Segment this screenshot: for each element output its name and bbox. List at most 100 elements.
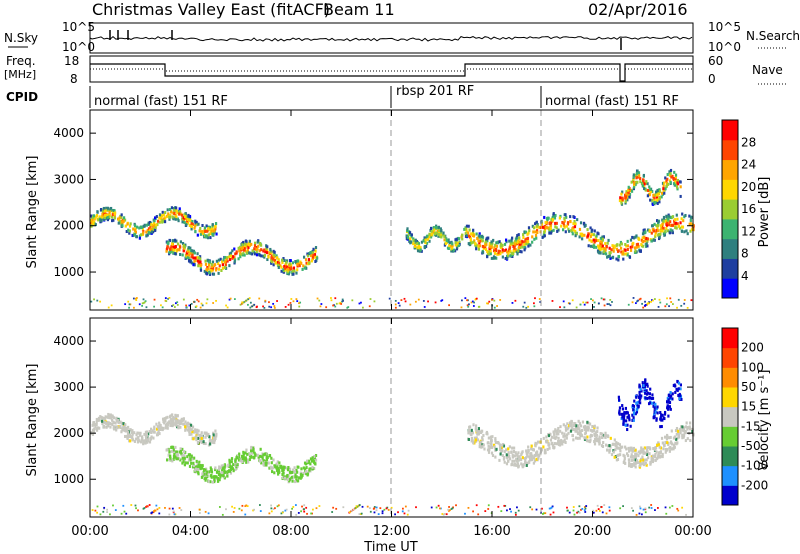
velocity-cell xyxy=(680,397,683,401)
power-cell xyxy=(290,267,293,271)
velocity-cell xyxy=(675,426,679,430)
velocity-cell xyxy=(675,432,678,436)
velocity-cell xyxy=(644,396,647,400)
velocity-cell xyxy=(490,451,494,455)
velocity-cell xyxy=(632,418,635,422)
power-noise-cell xyxy=(539,301,542,303)
power-cell xyxy=(192,256,195,260)
power-noise-cell xyxy=(268,305,271,308)
power-cell xyxy=(671,174,674,178)
power-cell xyxy=(562,222,565,226)
power-cell xyxy=(451,246,454,250)
velocity-noise-cell xyxy=(566,506,568,509)
velocity-cell xyxy=(186,428,190,432)
velocity-cell xyxy=(586,426,589,430)
power-cell xyxy=(146,229,149,233)
power-noise-cell xyxy=(330,299,333,302)
velocity-noise-cell xyxy=(552,511,555,514)
velocity-cell xyxy=(176,457,179,461)
velocity-cell xyxy=(634,458,637,462)
power-noise-cell xyxy=(335,302,338,305)
power-cell xyxy=(176,248,179,252)
power-cell xyxy=(499,252,502,256)
velocity-noise-cell xyxy=(394,513,396,516)
power-cell xyxy=(591,228,594,232)
velocity-cell xyxy=(622,418,625,422)
power-cell xyxy=(645,238,648,242)
power-noise-cell xyxy=(600,297,603,300)
velocity-cell xyxy=(646,396,649,400)
velocity-cell xyxy=(579,432,582,436)
velocity-cell xyxy=(128,434,131,438)
power-cell xyxy=(597,244,600,248)
power-noise-cell xyxy=(493,306,496,309)
velocity-cell xyxy=(589,433,593,437)
power-cell xyxy=(474,242,477,246)
velocity-cell xyxy=(642,384,645,388)
power-cell xyxy=(173,211,176,215)
velocity-cell xyxy=(632,408,635,412)
velocity-noise-cell xyxy=(583,509,586,512)
power-cell xyxy=(548,227,551,231)
power-cell xyxy=(689,219,692,223)
power-cell xyxy=(233,256,236,260)
velocity-cell xyxy=(511,455,514,459)
power-cell xyxy=(425,241,429,245)
velocity-cell xyxy=(523,460,527,464)
velocity-noise-cell xyxy=(120,512,123,515)
power-cell xyxy=(680,229,683,233)
velocity-cell xyxy=(488,447,491,451)
power-cell xyxy=(213,228,216,232)
velocity-cell xyxy=(635,452,638,456)
power-cell xyxy=(501,248,504,252)
power-cell xyxy=(210,262,213,266)
velocity-cell xyxy=(189,457,192,461)
velocity-cell xyxy=(163,417,166,421)
power-noise-cell xyxy=(339,301,342,304)
power-cell xyxy=(179,240,182,244)
power-cell xyxy=(228,264,231,268)
power-cell xyxy=(689,215,693,219)
power-cell xyxy=(197,256,201,260)
velocity-cell xyxy=(214,429,217,433)
time-tick-label: 00:00 xyxy=(71,524,108,539)
velocity-cell xyxy=(622,460,625,464)
velocity-cell xyxy=(679,393,682,397)
power-cell xyxy=(606,255,609,259)
power-noise-cell xyxy=(182,298,185,301)
velocity-cell xyxy=(177,426,180,430)
power-cell xyxy=(111,215,114,219)
velocity-cell xyxy=(97,418,100,422)
power-noise-cell xyxy=(153,298,156,301)
velocity-cell xyxy=(160,426,163,430)
velocity-cell xyxy=(639,387,642,391)
velocity-cell xyxy=(195,431,198,435)
velocity-cell xyxy=(644,378,647,382)
power-cell xyxy=(123,218,127,222)
power-cell xyxy=(215,259,218,263)
power-noise-cell xyxy=(534,297,536,300)
velocity-cell xyxy=(178,450,182,454)
velocity-cell xyxy=(574,429,577,433)
power-cell xyxy=(511,255,514,259)
velocity-cell xyxy=(97,416,101,420)
velocity-noise-cell xyxy=(549,507,552,510)
velocity-cell xyxy=(309,457,313,461)
power-cell xyxy=(209,232,212,236)
velocity-cell xyxy=(127,425,130,429)
power-cell xyxy=(309,254,313,258)
power-cell xyxy=(659,232,662,236)
velocity-noise-cell xyxy=(158,506,161,509)
velocity-cell xyxy=(648,392,652,396)
velocity-cell xyxy=(638,395,641,399)
velocity-cell xyxy=(219,466,222,470)
velocity-cell xyxy=(661,455,664,459)
velocity-cell xyxy=(260,455,263,459)
velocity-noise-cell xyxy=(305,506,308,509)
velocity-echo-region xyxy=(617,378,683,432)
power-cell xyxy=(613,245,616,249)
velocity-noise-cell xyxy=(311,512,313,515)
power-noise-cell xyxy=(138,303,141,306)
velocity-noise-cell xyxy=(352,508,355,511)
velocity-cell xyxy=(686,437,689,441)
